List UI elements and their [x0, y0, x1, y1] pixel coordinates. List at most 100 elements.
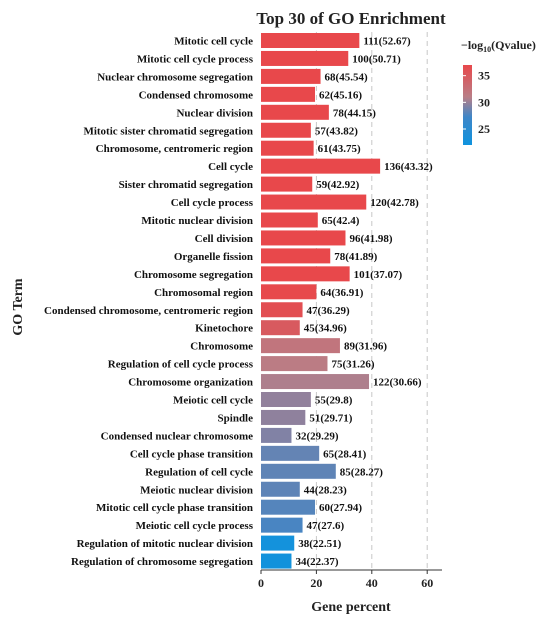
bar-value-label: 62(45.16): [319, 89, 362, 101]
bar: [261, 499, 316, 515]
bar: [261, 463, 336, 479]
bar: [261, 338, 340, 354]
bar: [261, 230, 346, 246]
bar-value-label: 60(27.94): [319, 502, 362, 514]
category-label: Cell division: [195, 233, 253, 245]
bar: [261, 212, 318, 228]
x-tick-label: 40: [366, 576, 378, 590]
bar: [261, 33, 360, 48]
category-label: Mitotic cell cycle: [174, 36, 253, 48]
bar-value-label: 78(44.15): [333, 107, 376, 119]
category-label: Chromosome, centromeric region: [96, 143, 253, 155]
bar-value-label: 59(42.92): [316, 179, 359, 191]
bar: [261, 553, 292, 569]
bar: [261, 392, 311, 407]
bar-value-label: 47(36.29): [307, 305, 350, 317]
legend-ticks: 35 30 25: [463, 69, 490, 136]
bar-value-label: 38(22.51): [298, 538, 341, 550]
category-label: Spindle: [218, 412, 254, 424]
bar-value-label: 57(43.82): [315, 125, 358, 137]
bar-value-label: 34(22.37): [295, 556, 338, 568]
legend-title: −log10(Qvalue): [461, 38, 536, 54]
category-label: Mitotic cell cycle process: [137, 53, 254, 65]
bar: [261, 427, 292, 443]
bar-value-label: 101(37.07): [354, 269, 403, 281]
category-label: Condensed chromosome, centromeric region: [44, 305, 253, 317]
category-label: Condensed chromosome: [139, 89, 254, 101]
bar: [261, 374, 370, 390]
bar: [261, 517, 303, 533]
category-label: Sister chromatid segregation: [119, 179, 253, 191]
bar-value-label: 68(45.54): [325, 71, 368, 83]
bar: [261, 284, 317, 300]
bar-value-label: 85(28.27): [340, 466, 383, 478]
bar: [261, 158, 381, 174]
color-legend: −log10(Qvalue) 35 30 25: [461, 38, 536, 145]
legend-title-rest: (Qvalue): [491, 38, 536, 52]
category-label: Chromosomal region: [154, 287, 253, 299]
legend-colorbar: [463, 65, 472, 145]
category-labels: Mitotic cell cycle Mitotic cell cycle pro…: [44, 36, 254, 569]
bar: [261, 122, 311, 138]
bar-value-label: 32(29.29): [295, 430, 338, 442]
bar-value-label: 64(36.91): [320, 287, 363, 299]
bar-value-label: 75(31.26): [331, 359, 374, 371]
bar-value-label: 111(52.67): [363, 36, 411, 48]
bar-value-label: 65(42.4): [322, 215, 360, 227]
x-tick-label: 20: [310, 576, 322, 590]
bar-value-label: 47(27.6): [307, 520, 345, 532]
category-label: Regulation of chromosome segregation: [71, 556, 253, 568]
bar-value-label: 96(41.98): [349, 233, 392, 245]
bar: [261, 140, 314, 156]
bar: [261, 104, 329, 120]
bar: [261, 50, 349, 66]
bar-value-label: 136(43.32): [384, 161, 433, 173]
bar: [261, 445, 320, 461]
bar-value-label: 120(42.78): [370, 197, 419, 209]
bar: [261, 409, 306, 425]
bar-value-label: 89(31.96): [344, 341, 387, 353]
bar-value-label: 65(28.41): [323, 448, 366, 460]
x-axis-label: Gene percent: [311, 600, 391, 615]
category-label: Cell cycle phase transition: [130, 448, 253, 460]
bar: [261, 266, 350, 282]
legend-tick-label: 25: [478, 122, 490, 136]
category-label: Mitotic cell cycle phase transition: [96, 502, 253, 514]
legend-tick-label: 35: [478, 69, 490, 83]
bar: [261, 68, 321, 84]
bar: [261, 194, 367, 210]
category-label: Mitotic nuclear division: [141, 215, 253, 227]
x-tick-label: 60: [421, 576, 433, 590]
category-label: Chromosome organization: [128, 377, 253, 389]
category-label: Meiotic cell cycle process: [136, 520, 254, 532]
bar-value-label: 100(50.71): [352, 53, 401, 65]
category-label: Chromosome: [190, 341, 253, 353]
bar-value-label: 51(29.71): [309, 412, 352, 424]
bar: [261, 302, 303, 318]
legend-title-main: −log: [461, 38, 483, 52]
category-label: Meiotic nuclear division: [140, 484, 253, 496]
category-label: Cell cycle process: [171, 197, 254, 209]
bar: [261, 320, 300, 336]
bar: [261, 86, 316, 102]
bar: [261, 176, 313, 192]
bar-value-label: 61(43.75): [318, 143, 361, 155]
bar-value-label: 45(34.96): [304, 323, 347, 335]
category-label: Cell cycle: [208, 161, 253, 173]
category-label: Nuclear division: [176, 107, 253, 119]
category-label: Chromosome segregation: [134, 269, 253, 281]
category-label: Regulation of mitotic nuclear division: [77, 538, 253, 550]
category-label: Condensed nuclear chromosome: [101, 430, 253, 442]
y-axis-label: GO Term: [11, 278, 26, 336]
category-label: Mitotic sister chromatid segregation: [83, 125, 253, 137]
bars: 111(52.67) 100(50.71) 68(45.54) 62(45.16) 78…: [261, 33, 433, 569]
category-label: Meiotic cell cycle: [173, 395, 253, 407]
category-label: Organelle fission: [174, 251, 253, 263]
category-label: Nuclear chromosome segregation: [97, 71, 253, 83]
category-label: Kinetochore: [195, 323, 253, 335]
bar-value-label: 55(29.8): [315, 395, 353, 407]
bar: [261, 356, 328, 372]
bar: [261, 481, 300, 497]
chart-title: Top 30 of GO Enrichment: [256, 9, 446, 28]
